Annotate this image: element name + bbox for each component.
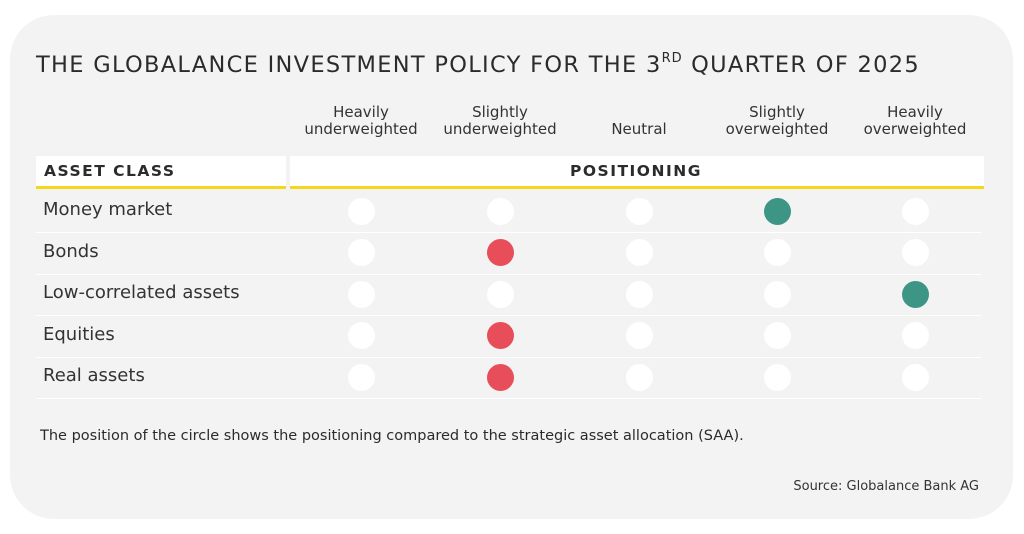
footnote: The position of the circle shows the pos… — [40, 428, 744, 444]
empty-position-dot — [763, 280, 791, 308]
empty-position-dot — [625, 363, 653, 391]
empty-position-dot — [347, 322, 375, 349]
positioning-header-bar — [290, 156, 984, 189]
empty-position-dot — [486, 197, 514, 225]
empty-position-dot — [901, 322, 929, 349]
empty-position-dot — [347, 280, 375, 308]
title-main: THE GLOBALANCE INVESTMENT POLICY FOR THE… — [36, 52, 662, 78]
row-divider — [36, 356, 981, 358]
empty-position-dot — [901, 363, 929, 391]
column-header: Slightly overweighted — [725, 103, 829, 138]
selected-position-dot — [763, 197, 791, 225]
empty-position-dot — [763, 363, 791, 391]
empty-position-dot — [347, 197, 375, 225]
selected-position-dot — [901, 280, 929, 308]
row-divider — [36, 273, 981, 275]
asset-label: Real assets — [43, 365, 145, 386]
empty-position-dot — [901, 197, 929, 225]
empty-position-dot — [625, 322, 653, 349]
positioning-header: POSITIONING — [570, 162, 702, 180]
asset-class-header-bar — [36, 156, 286, 189]
row-divider — [36, 232, 981, 233]
empty-position-dot — [486, 280, 514, 308]
row-divider — [36, 315, 981, 316]
selected-position-dot — [486, 322, 514, 349]
title-superscript: RD — [661, 50, 683, 66]
empty-position-dot — [625, 197, 653, 225]
empty-position-dot — [625, 280, 653, 308]
asset-class-header: ASSET CLASS — [44, 162, 176, 180]
column-header: Heavily underweighted — [304, 103, 418, 138]
selected-position-dot — [486, 363, 514, 391]
empty-position-dot — [901, 239, 929, 266]
empty-position-dot — [347, 239, 375, 266]
asset-label: Equities — [43, 323, 115, 345]
chart-title: THE GLOBALANCE INVESTMENT POLICY FOR THE… — [36, 50, 920, 79]
empty-position-dot — [347, 363, 375, 391]
row-divider — [36, 398, 981, 399]
selected-position-dot — [486, 239, 514, 266]
asset-label: Money market — [43, 199, 173, 220]
asset-label: Low-correlated assets — [43, 282, 240, 303]
empty-position-dot — [625, 239, 653, 266]
title-tail: QUARTER OF 2025 — [682, 52, 920, 78]
empty-position-dot — [763, 239, 791, 266]
chart-card — [10, 15, 1013, 519]
column-header: Slightly underweighted — [443, 103, 557, 138]
empty-position-dot — [763, 322, 791, 349]
source-credit: Source: Globalance Bank AG — [793, 479, 979, 494]
asset-label: Bonds — [43, 240, 99, 262]
column-header: Neutral — [611, 120, 667, 138]
column-header: Heavily overweighted — [863, 103, 967, 138]
